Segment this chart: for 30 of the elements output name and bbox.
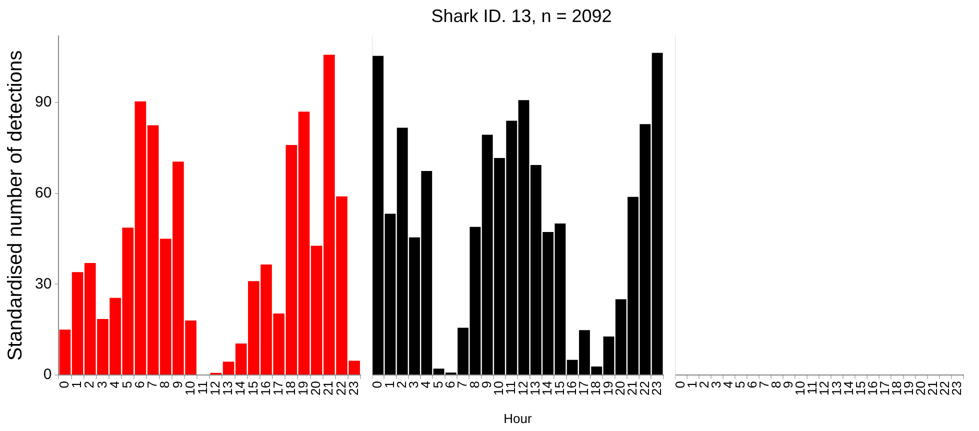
x-tick-label: 0 bbox=[56, 381, 72, 388]
x-axis-title: Hour bbox=[504, 410, 532, 426]
x-tick-label: 12 bbox=[208, 381, 223, 396]
x-tick-label: 15 bbox=[245, 381, 260, 396]
x-tick-label: 14 bbox=[232, 381, 248, 396]
x-tick-label: 5 bbox=[119, 381, 134, 388]
x-tick-label: 13 bbox=[220, 381, 236, 396]
x-tick-label: 4 bbox=[106, 381, 122, 388]
x-tick-label: 8 bbox=[157, 381, 172, 388]
x-tick-label: 20 bbox=[308, 381, 324, 396]
x-tick-label: 3 bbox=[94, 381, 110, 388]
x-tick-label: 6 bbox=[132, 381, 148, 388]
y-tick-label: 30 bbox=[34, 275, 52, 292]
x-tick-label: 7 bbox=[144, 381, 160, 388]
y-tick-label: 60 bbox=[34, 184, 52, 202]
x-tick-label: 2 bbox=[82, 381, 97, 388]
x-tick-label: 11 bbox=[194, 381, 210, 394]
x-tick-label: 22 bbox=[333, 381, 348, 396]
x-tick-label: 1 bbox=[69, 381, 84, 388]
x-tick-label: 21 bbox=[320, 381, 336, 396]
x-tick-label: 17 bbox=[270, 381, 286, 396]
y-axis-title: Standardised number of detections bbox=[4, 50, 27, 361]
x-tick-label: 19 bbox=[296, 381, 311, 396]
x-tick-label: 16 bbox=[258, 381, 273, 396]
y-tick-label: 90 bbox=[34, 94, 52, 111]
x-tick-label: 23 bbox=[346, 381, 361, 396]
x-tick-label: 9 bbox=[170, 381, 185, 388]
chart-title: Shark ID. 13, n = 2092 bbox=[431, 6, 612, 26]
x-tick-label: 10 bbox=[182, 381, 198, 396]
x-tick-label: 18 bbox=[282, 381, 298, 396]
